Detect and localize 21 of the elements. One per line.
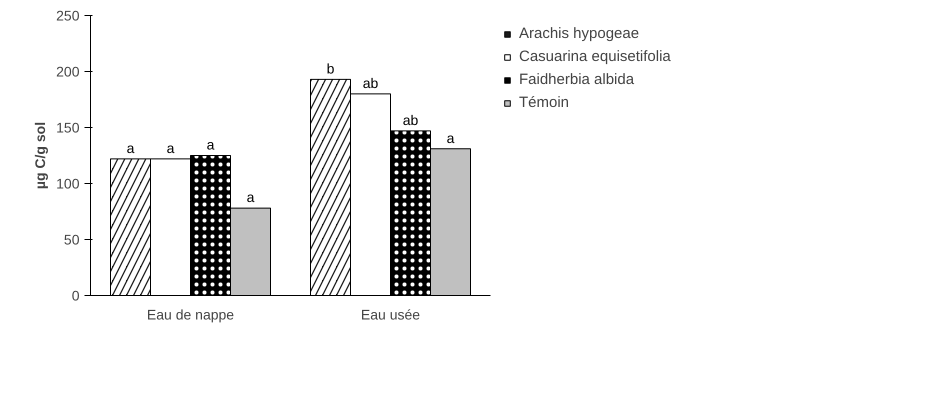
y-tick-label: 200 (56, 64, 80, 80)
y-tick-label: 250 (56, 8, 80, 24)
x-tick-label: Eau de nappe (146, 306, 234, 322)
data-label: ab (362, 74, 378, 91)
data-label: b (326, 60, 335, 76)
data-label: a (246, 189, 255, 206)
data-label: a (206, 136, 215, 152)
legend-label: Arachis hypogeae (519, 25, 640, 42)
y-tick-label: 100 (56, 176, 80, 192)
y-tick-label: 50 (64, 232, 80, 248)
data-label: a (126, 140, 135, 156)
y-tick-label: 0 (72, 288, 80, 304)
legend-label: Casuarina equisetifolia (519, 48, 671, 65)
y-tick-label: 150 (56, 120, 80, 136)
y-axis-title: µg C/g sol (32, 122, 48, 190)
data-label: ab (402, 112, 418, 128)
legend-label: Faidherbia albida (519, 71, 634, 88)
legend-label: Témoin (519, 94, 570, 111)
data-label: a (166, 140, 175, 156)
x-tick-label: Eau usée (360, 306, 420, 322)
data-label: a (446, 130, 455, 146)
